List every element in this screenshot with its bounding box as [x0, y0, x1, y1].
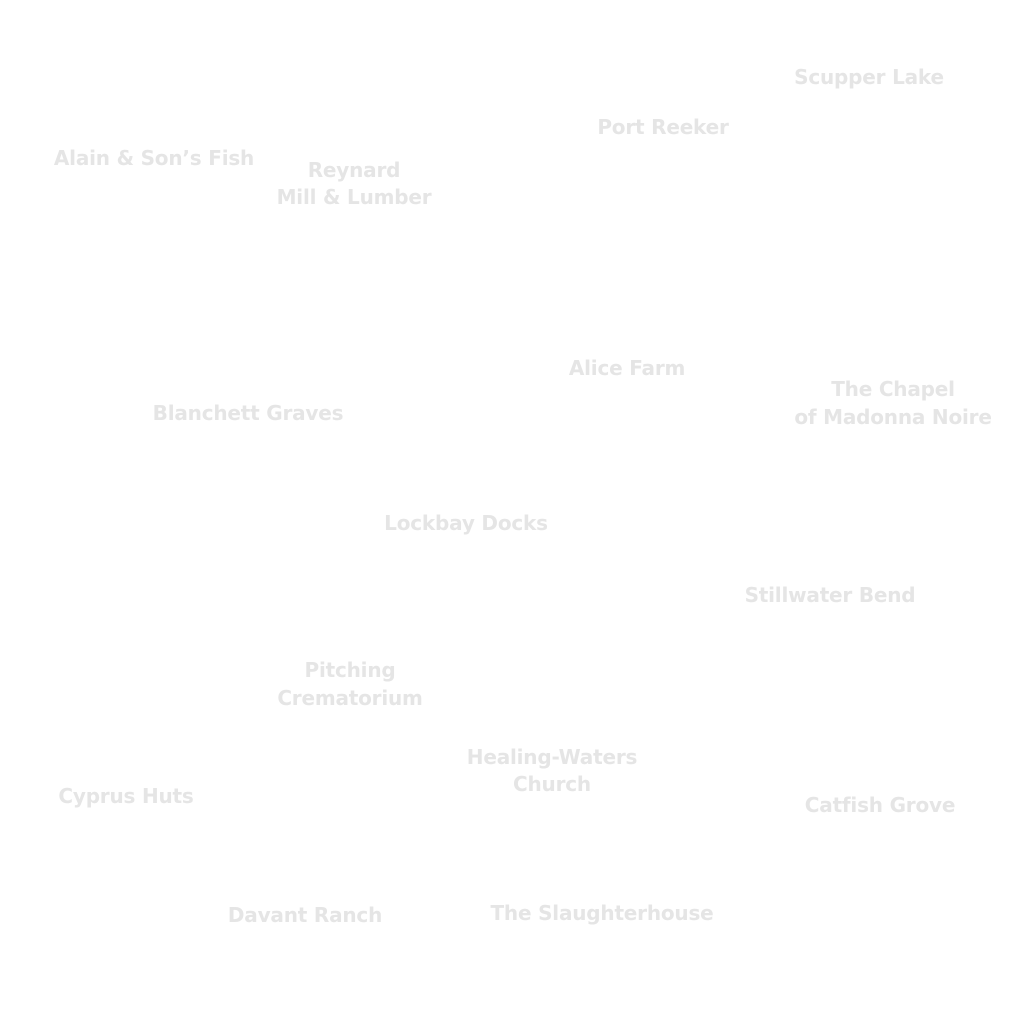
- location-lockbay-docks[interactable]: Lockbay Docks: [384, 510, 548, 537]
- location-pitching-crematorium[interactable]: Pitching Crematorium: [277, 656, 423, 712]
- location-label-line2: of Madonna Noire: [794, 405, 992, 429]
- location-label-line1: Reynard: [307, 158, 401, 182]
- location-blanchett-graves[interactable]: Blanchett Graves: [153, 400, 344, 427]
- location-label-line2: Church: [513, 772, 591, 796]
- location-davant-ranch[interactable]: Davant Ranch: [228, 902, 382, 929]
- location-label: Davant Ranch: [227, 903, 383, 927]
- location-label: Alain & Son’s Fish: [53, 146, 255, 170]
- location-catfish-grove[interactable]: Catfish Grove: [804, 792, 956, 819]
- location-label: Blanchett Graves: [152, 401, 344, 425]
- location-label: Port Reeker: [597, 115, 729, 139]
- location-label: Stillwater Bend: [744, 583, 916, 607]
- location-stillwater-bend[interactable]: Stillwater Bend: [745, 582, 916, 609]
- location-label: Lockbay Docks: [384, 511, 548, 535]
- location-label: Catfish Grove: [804, 793, 956, 817]
- location-scupper-lake[interactable]: Scupper Lake: [794, 64, 944, 91]
- location-label: Scupper Lake: [794, 65, 944, 89]
- location-label: The Slaughterhouse: [490, 901, 714, 925]
- location-label-line2: Crematorium: [277, 686, 423, 710]
- location-chapel-madonna-noire[interactable]: The Chapel of Madonna Noire: [794, 375, 992, 431]
- location-label-line1: Healing-Waters: [466, 745, 638, 769]
- location-label: Cyprus Huts: [58, 784, 194, 808]
- location-label: Alice Farm: [568, 356, 686, 380]
- location-healing-waters-church[interactable]: Healing-Waters Church: [466, 744, 638, 798]
- location-alain-sons-fish[interactable]: Alain & Son’s Fish: [54, 145, 254, 172]
- location-port-reeker[interactable]: Port Reeker: [597, 114, 729, 141]
- location-the-slaughterhouse[interactable]: The Slaughterhouse: [490, 900, 713, 927]
- location-label-line2: Mill & Lumber: [276, 185, 432, 209]
- location-label-line1: The Chapel: [831, 377, 955, 401]
- location-cyprus-huts[interactable]: Cyprus Huts: [58, 783, 193, 810]
- location-label-line1: Pitching: [304, 658, 396, 682]
- location-alice-farm[interactable]: Alice Farm: [569, 355, 685, 382]
- location-reynard-mill-lumber[interactable]: Reynard Mill & Lumber: [277, 157, 432, 211]
